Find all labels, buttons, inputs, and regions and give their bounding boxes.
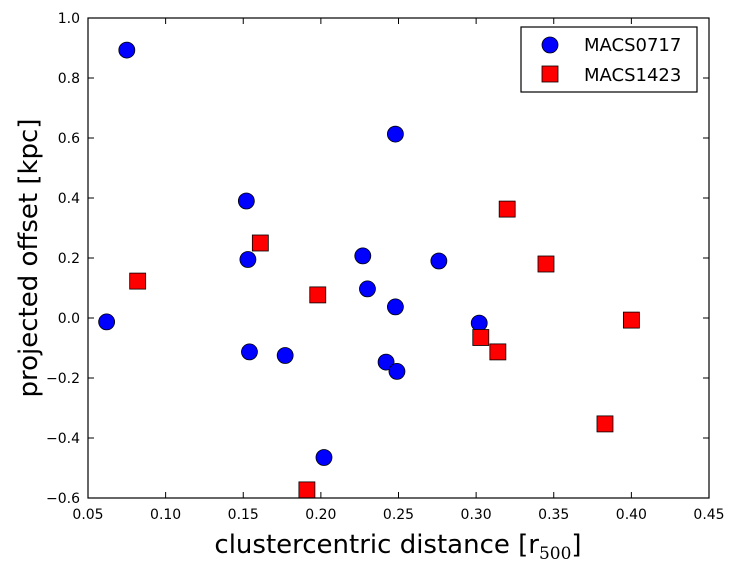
x-axis-title-suffix: ] bbox=[571, 530, 581, 560]
data-point-macs0717 bbox=[386, 298, 404, 316]
data-point-macs0717 bbox=[237, 192, 255, 210]
data-point-macs1423 bbox=[472, 329, 490, 346]
data-point-macs1423 bbox=[489, 343, 507, 361]
data-point-macs1423 bbox=[129, 272, 147, 290]
y-tick-label: −0.2 bbox=[46, 371, 80, 387]
y-tick-label: −0.4 bbox=[46, 431, 80, 447]
data-point-macs0717 bbox=[98, 313, 116, 331]
data-point-macs0717 bbox=[388, 362, 406, 380]
x-axis-title-subscript: 500 bbox=[539, 544, 571, 564]
data-point-macs0717 bbox=[239, 251, 257, 268]
y-tick-label: 0.2 bbox=[58, 251, 80, 267]
data-point-macs0717 bbox=[241, 343, 258, 361]
data-point-macs0717 bbox=[359, 280, 376, 298]
y-tick-label: 0.8 bbox=[58, 71, 80, 87]
x-tick-label: 0.45 bbox=[693, 507, 724, 523]
x-tick-label: 0.40 bbox=[616, 507, 647, 523]
data-point-macs0717 bbox=[470, 314, 488, 332]
data-point-macs1423 bbox=[251, 234, 269, 252]
legend-marker-macs1423 bbox=[541, 65, 559, 83]
data-point-macs0717 bbox=[386, 125, 404, 143]
y-tick-label: 0.0 bbox=[58, 311, 80, 327]
x-tick-label: 0.05 bbox=[72, 507, 103, 523]
legend-label-macs0717: MACS0717 bbox=[584, 35, 681, 56]
plot-area bbox=[98, 41, 640, 499]
data-point-macs0717 bbox=[118, 41, 136, 59]
x-tick-label: 0.10 bbox=[150, 507, 181, 523]
x-tick-label: 0.25 bbox=[383, 507, 414, 523]
y-axis-title: projected offset [kpc] bbox=[14, 119, 44, 398]
data-point-macs1423 bbox=[622, 311, 640, 329]
x-tick-label: 0.30 bbox=[461, 507, 492, 523]
data-point-macs1423 bbox=[537, 255, 555, 273]
x-tick-label: 0.35 bbox=[538, 507, 569, 523]
data-point-macs0717 bbox=[377, 353, 395, 371]
y-tick-label: 1.0 bbox=[58, 11, 80, 27]
data-point-macs0717 bbox=[354, 247, 372, 265]
data-point-macs0717 bbox=[276, 347, 294, 364]
x-tick-label: 0.20 bbox=[305, 507, 336, 523]
y-tick-label: 0.6 bbox=[58, 131, 80, 147]
x-axis-title: clustercentric distance [r500] bbox=[214, 530, 581, 564]
data-point-macs1423 bbox=[309, 286, 327, 304]
data-point-macs0717 bbox=[430, 252, 448, 270]
legend-label-macs1423: MACS1423 bbox=[584, 65, 681, 86]
y-tick-label: 0.4 bbox=[58, 191, 80, 207]
data-point-macs0717 bbox=[315, 449, 333, 466]
data-point-macs1423 bbox=[596, 415, 614, 433]
y-tick-label: −0.6 bbox=[46, 491, 80, 507]
data-point-macs1423 bbox=[298, 481, 316, 499]
data-point-macs1423 bbox=[498, 200, 516, 218]
x-axis-title-main: clustercentric distance [r bbox=[214, 530, 539, 560]
legend-marker-macs0717 bbox=[541, 36, 559, 54]
axis-ticks: 0.05 0.10 0.15 0.20 0.25 0.30 0.35 0.40 0.45 −0.6… bbox=[46, 11, 725, 523]
x-tick-label: 0.15 bbox=[228, 507, 259, 523]
legend: MACS0717 MACS1423 bbox=[520, 26, 698, 93]
